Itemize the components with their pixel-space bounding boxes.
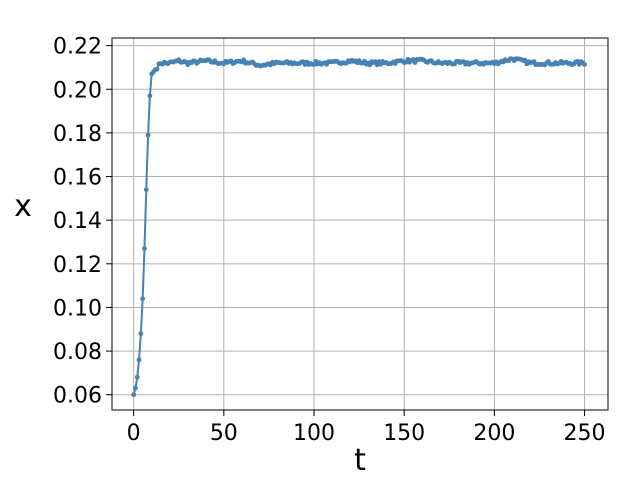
y-tick-label: 0.18 xyxy=(53,122,102,147)
data-point xyxy=(138,331,144,337)
data-point xyxy=(143,187,149,193)
data-point xyxy=(147,93,153,99)
data-point xyxy=(142,246,147,251)
data-point xyxy=(140,296,146,302)
x-axis-ticks: 0 50 100 150 200 250 xyxy=(127,410,606,446)
data-point xyxy=(131,392,137,398)
x-tick-label: 50 xyxy=(210,421,238,446)
data-point xyxy=(136,357,142,363)
x-tick-label: 100 xyxy=(293,421,335,446)
y-tick-label: 0.22 xyxy=(53,35,102,60)
y-axis-ticks: 0.06 0.08 0.10 0.12 0.14 0.16 0.18 0.20 0.22 xyxy=(53,35,112,409)
data-point xyxy=(134,374,140,380)
x-tick-label: 0 xyxy=(127,421,141,446)
y-tick-label: 0.10 xyxy=(53,296,102,321)
data-point xyxy=(582,62,587,67)
data-point xyxy=(133,385,138,391)
y-tick-label: 0.12 xyxy=(53,253,102,278)
x-tick-label: 250 xyxy=(564,421,606,446)
grid xyxy=(112,38,608,410)
data-point xyxy=(154,66,160,72)
series-line-0 xyxy=(132,57,586,395)
x-tick-label: 150 xyxy=(383,421,425,446)
x-axis-label: t xyxy=(354,443,366,478)
data-point xyxy=(522,57,528,63)
y-tick-label: 0.08 xyxy=(53,340,102,365)
plot-area-frame xyxy=(111,37,609,411)
y-tick-label: 0.20 xyxy=(53,78,102,103)
y-axis-label: x xyxy=(14,189,32,224)
data-point xyxy=(145,132,151,138)
series-layer xyxy=(131,56,587,398)
y-tick-label: 0.14 xyxy=(53,209,102,234)
y-tick-label: 0.06 xyxy=(53,384,102,409)
x-tick-label: 200 xyxy=(473,421,515,446)
y-tick-label: 0.16 xyxy=(53,166,102,191)
